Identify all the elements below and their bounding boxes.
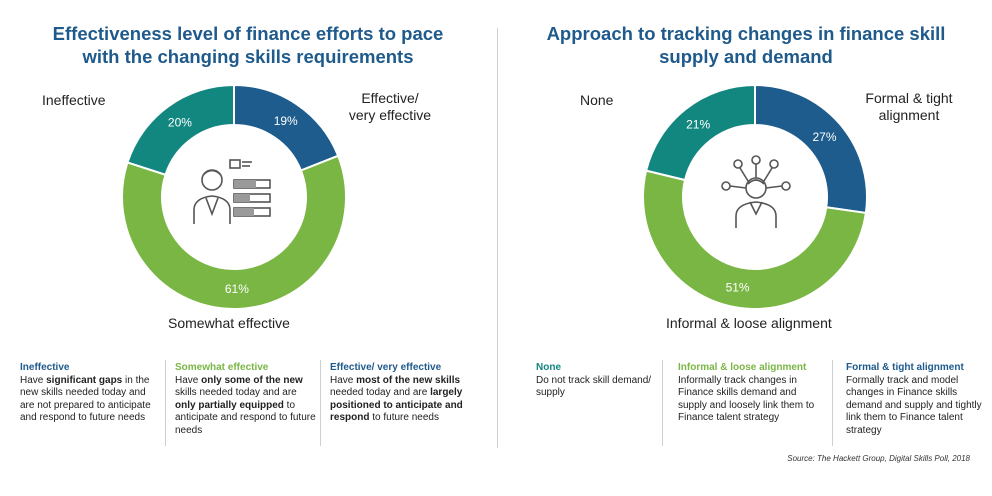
left-desc-heading-2: Somewhat effective [175, 362, 269, 373]
right-desc-body-2: Informally track changes in Finance skil… [678, 374, 815, 424]
person-skills-bars-icon [193, 159, 271, 224]
panel-divider [497, 28, 498, 448]
label-ineffective: Ineffective [42, 92, 106, 108]
left-desc-body-3: Have most of the new skills needed today… [330, 374, 463, 424]
right-desc-3: Formal & tight alignment Formally track a… [846, 362, 982, 437]
right-desc-1: None Do not track skill demand/ supply [536, 362, 656, 400]
left-value-label-2: 61% [225, 282, 249, 296]
source-note: Source: The Hackett Group, Digital Skill… [787, 454, 970, 463]
left-value-label-3: 20% [168, 116, 192, 130]
right-value-label-3: 21% [686, 118, 710, 132]
left-desc-2: Somewhat effective Have only some of the … [175, 362, 317, 437]
left-desc-body-2: Have only some of the new skills needed … [175, 374, 316, 436]
right-desc-heading-3: Formal & tight alignment [846, 362, 964, 373]
left-desc-separator [165, 360, 166, 446]
label-formal: Formal & tight alignment [854, 90, 964, 124]
left-slice-3 [126, 83, 235, 177]
right-title-line2: supply and demand [659, 46, 833, 67]
label-formal-line2: alignment [878, 107, 940, 123]
left-title-line1: Effectiveness level of finance efforts t… [52, 23, 444, 44]
right-donut-chart: 27% 51% 21% [642, 83, 868, 310]
right-desc-heading-2: Informal & loose alignment [678, 362, 807, 373]
label-effective-line1: Effective/ [361, 90, 419, 106]
left-desc-body-1: Have significant gaps in the new skills … [20, 374, 151, 424]
right-slice-2 [642, 169, 867, 310]
label-formal-line1: Formal & tight [865, 90, 953, 106]
right-panel: Approach to tracking changes in finance … [500, 0, 992, 496]
left-chart-title: Effectiveness level of finance efforts t… [0, 22, 496, 68]
left-panel: Effectiveness level of finance efforts t… [0, 22, 496, 446]
person-network-icon [721, 155, 791, 228]
right-desc-body-3: Formally track and model changes in Fina… [846, 374, 982, 436]
right-desc-separator [832, 360, 833, 446]
right-value-label-2: 51% [726, 280, 750, 294]
label-informal: Informal & loose alignment [666, 315, 832, 331]
left-donut-chart: 19% 61% 20% [121, 83, 347, 310]
right-desc-separator [662, 360, 663, 446]
left-desc-separator [320, 360, 321, 446]
left-desc-1: Ineffective Have significant gaps in the … [20, 362, 162, 425]
label-effective: Effective/ very effective [338, 90, 442, 124]
label-effective-line2: very effective [348, 107, 432, 123]
right-chart-title: Approach to tracking changes in finance … [500, 22, 992, 68]
left-value-label-1: 19% [274, 114, 298, 128]
left-desc-3: Effective/ very effective Have most of th… [330, 362, 470, 425]
right-desc-heading-1: None [536, 362, 561, 373]
label-none: None [580, 92, 614, 108]
left-slice-2 [121, 154, 347, 310]
left-desc-heading-1: Ineffective [20, 362, 70, 373]
right-title-line1: Approach to tracking changes in finance … [546, 23, 946, 44]
right-desc-2: Informal & loose alignment Informally tra… [678, 362, 826, 425]
left-title-line2: with the changing skills requirements [82, 46, 414, 67]
label-somewhat-effective: Somewhat effective [168, 315, 290, 331]
left-desc-heading-3: Effective/ very effective [330, 362, 442, 373]
right-value-label-1: 27% [813, 130, 837, 144]
right-desc-body-1: Do not track skill demand/ supply [536, 374, 652, 399]
right-slice-3 [644, 83, 756, 182]
